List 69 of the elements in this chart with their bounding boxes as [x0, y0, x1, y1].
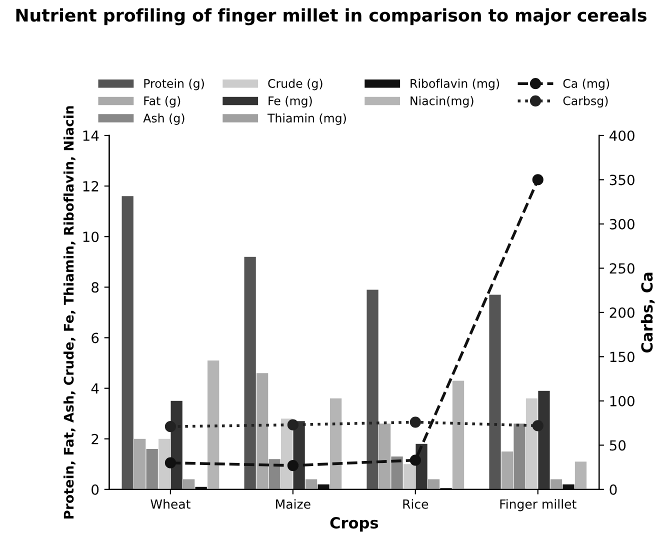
bar: [134, 438, 146, 490]
legend-label: Carbsg): [563, 96, 608, 108]
y2-tick-label: 300: [610, 218, 634, 230]
bar: [256, 373, 268, 490]
point: [410, 416, 421, 428]
bar: [318, 484, 330, 490]
bar: [208, 360, 220, 490]
legend-label: Ash (g): [143, 113, 184, 125]
x-axis-title: Crops: [330, 517, 378, 532]
y2-tick-label: 250: [610, 263, 634, 274]
point: [287, 419, 298, 430]
point: [410, 454, 421, 466]
bar: [330, 398, 342, 490]
legend-label: Crude (g): [268, 78, 322, 90]
y2-axis-title: Carbs, Ca: [640, 272, 655, 353]
y-tick-label: 6: [92, 332, 99, 344]
legend-label: Thiamin (mg): [267, 113, 346, 125]
legend-label: Fat (g): [144, 96, 180, 108]
y-tick-label: 8: [92, 282, 99, 293]
x-tick-label: Rice: [403, 499, 428, 509]
bar: [574, 462, 587, 490]
bar: [452, 380, 464, 490]
y-tick-label: 10: [83, 232, 99, 242]
y-tick-label: 12: [83, 181, 98, 192]
bar: [244, 256, 256, 490]
x-tick-label: Maize: [276, 499, 310, 509]
bar: [122, 196, 134, 490]
y2-tick-label: 150: [610, 352, 634, 362]
bar: [526, 398, 538, 490]
bar: [514, 424, 526, 490]
bar: [268, 459, 280, 490]
point: [532, 420, 544, 432]
legend-label: Riboflavin (mg): [410, 78, 500, 90]
bar: [501, 451, 514, 490]
bar: [489, 294, 501, 490]
bar: [391, 456, 403, 490]
y2-tick-label: 100: [610, 396, 634, 406]
y2-tick-label: 350: [610, 174, 634, 186]
point: [164, 421, 176, 432]
bar: [550, 479, 562, 490]
y2-tick-label: 0: [610, 484, 617, 495]
legend-label: Fe (mg): [268, 96, 312, 108]
point: [532, 174, 544, 186]
point: [287, 460, 298, 472]
y2-tick-label: 50: [610, 440, 626, 451]
y-tick-label: 2: [92, 434, 98, 444]
x-tick-label: Finger millet: [500, 499, 576, 512]
bar: [366, 290, 378, 490]
bar: [378, 424, 391, 490]
bar: [305, 479, 318, 490]
legend-label: Ca (mg): [563, 78, 610, 90]
point: [164, 457, 176, 468]
bar: [403, 464, 416, 490]
bar: [538, 390, 550, 490]
chart-title: Nutrient profiling of finger millet in comparison to major cereals: [16, 8, 646, 26]
bar: [428, 479, 440, 490]
bar: [562, 484, 574, 490]
legend-label: Niacin(mg): [410, 96, 474, 108]
bar: [183, 479, 195, 490]
y-tick-label: 4: [91, 383, 99, 394]
bar: [146, 448, 158, 490]
y2-tick-label: 400: [610, 130, 634, 141]
y-tick-label: 14: [83, 130, 99, 141]
bar: [158, 438, 170, 490]
y-tick-label: 0: [92, 484, 99, 495]
y2-tick-label: 200: [610, 307, 634, 318]
y-axis-title: Protein, Fat, Ash, Crude, Fe, Thiamin, Riboflavin, Niacin: [64, 106, 76, 518]
legend-label: Protein (g): [144, 78, 204, 90]
x-tick-label: Wheat: [150, 499, 190, 509]
